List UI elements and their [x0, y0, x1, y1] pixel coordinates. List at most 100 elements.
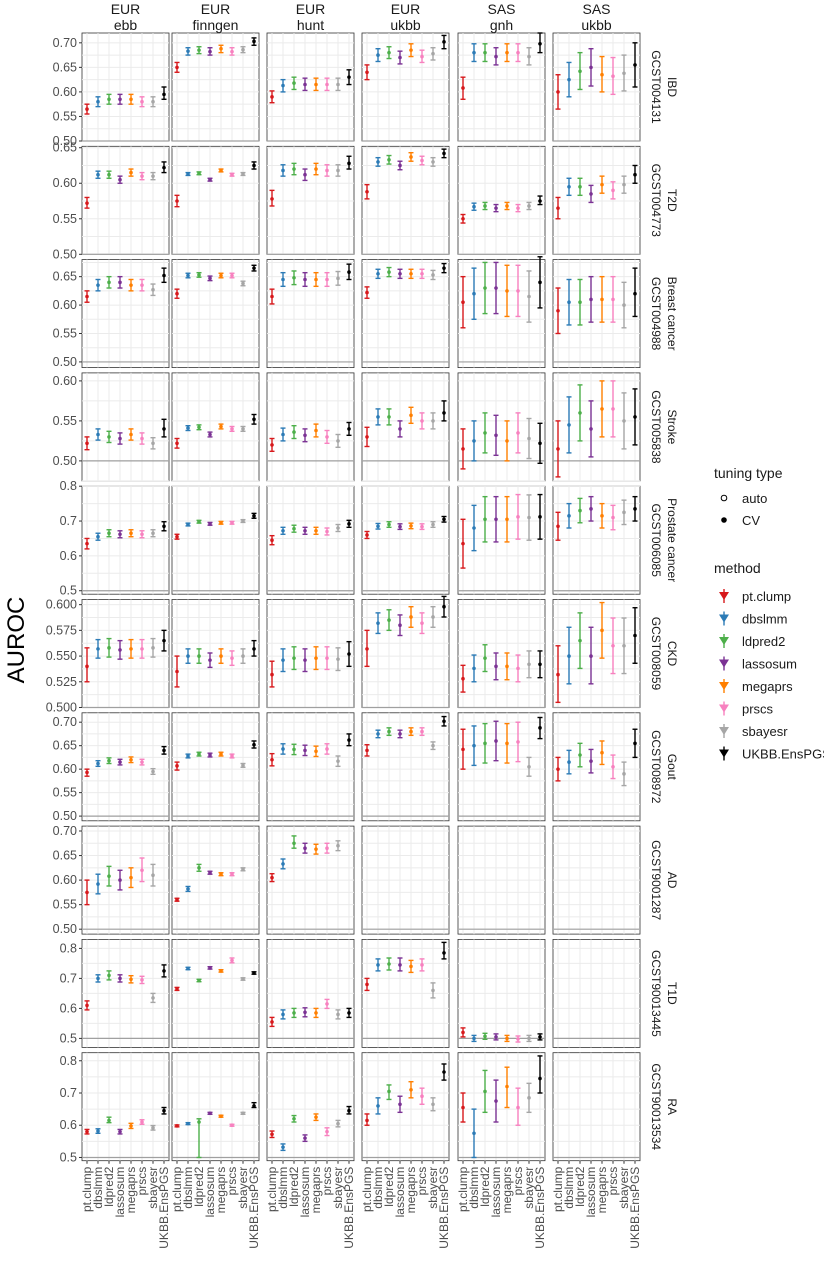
point-estimate: [252, 266, 256, 270]
point-estimate: [538, 1035, 542, 1039]
point-estimate: [129, 875, 133, 880]
point-estimate: [387, 158, 391, 162]
legend-title-method: method: [714, 560, 761, 576]
point-estimate: [420, 1094, 424, 1099]
point-estimate: [197, 171, 201, 176]
facet-panel: [266, 485, 355, 595]
point-estimate: [96, 1129, 100, 1133]
point-estimate: [556, 206, 560, 210]
point-estimate: [85, 107, 89, 111]
column-header-ancestry: EUR: [391, 1, 421, 17]
point-estimate: [197, 752, 201, 756]
panel-frame: [171, 32, 260, 142]
point-estimate: [208, 870, 212, 875]
point-estimate: [208, 177, 212, 182]
point-estimate: [118, 436, 122, 441]
point-estimate: [129, 97, 133, 102]
point-estimate: [208, 658, 212, 662]
point-estimate: [472, 204, 476, 209]
point-estimate: [219, 752, 223, 756]
y-tick-label: 0.8: [60, 941, 77, 955]
point-estimate: [118, 760, 122, 764]
facet-panel: [361, 712, 450, 822]
y-tick-label: 0.5: [60, 1150, 77, 1164]
x-tick-label: pt.clump: [80, 1166, 94, 1212]
point-estimate: [600, 514, 604, 518]
point-estimate: [409, 413, 413, 418]
point-estimate: [347, 652, 351, 656]
point-estimate: [589, 427, 593, 431]
panel-frame: [266, 485, 355, 595]
panel-frame: [552, 599, 641, 708]
point-estimate: [314, 749, 318, 754]
point-estimate: [325, 747, 329, 751]
point-estimate: [431, 51, 435, 56]
point-estimate: [420, 621, 424, 625]
point-estimate: [162, 273, 166, 278]
y-tick-label: 0.500: [46, 701, 77, 715]
point-estimate: [270, 197, 274, 201]
x-tick-label: UKBB.EnsPGS: [628, 1167, 642, 1249]
point-estimate: [336, 1012, 340, 1017]
point-estimate: [314, 277, 318, 282]
point-estimate: [230, 958, 234, 963]
point-estimate: [336, 526, 340, 530]
facet-panel: [171, 939, 260, 1048]
point-estimate: [409, 615, 413, 619]
point-estimate: [347, 738, 351, 742]
point-estimate: [281, 658, 285, 662]
point-estimate: [633, 507, 637, 511]
point-estimate: [347, 1108, 351, 1113]
panel-frame: [552, 712, 641, 822]
facet-panel: [171, 32, 260, 142]
facet-panel: [81, 1052, 170, 1162]
point-estimate: [303, 82, 307, 87]
legend-key-triangle: [719, 682, 729, 690]
column-header-cohort: ukbb: [581, 17, 612, 33]
y-tick-label: 0.70: [53, 36, 77, 50]
point-estimate: [398, 427, 402, 431]
point-estimate: [197, 1120, 201, 1124]
point-estimate: [118, 177, 122, 182]
row-strip-gcst: GCST9001287: [649, 840, 663, 920]
point-estimate: [600, 72, 604, 77]
facet-panel: [81, 939, 170, 1048]
facet-panel: [457, 599, 546, 709]
point-estimate: [129, 531, 133, 536]
facet-panel: [81, 712, 170, 822]
point-estimate: [241, 977, 245, 981]
point-estimate: [538, 441, 542, 446]
point-estimate: [314, 1115, 318, 1119]
facet-panel: [457, 825, 546, 935]
point-estimate: [197, 978, 201, 983]
facet-panel: [457, 1052, 546, 1162]
point-estimate: [387, 729, 391, 734]
point-estimate: [611, 188, 615, 193]
point-estimate: [409, 524, 413, 528]
y-tick-label: 0.50: [53, 247, 77, 261]
x-tick-label: dbslmm: [276, 1167, 290, 1209]
facet-panel: [81, 259, 170, 369]
point-estimate: [494, 286, 498, 290]
point-estimate: [252, 742, 256, 747]
point-estimate: [398, 524, 402, 529]
x-tick-label: UKBB.EnsPGS: [157, 1167, 171, 1249]
point-estimate: [270, 538, 274, 542]
point-estimate: [219, 273, 223, 278]
panel-frame: [266, 599, 355, 708]
x-tick-label: megaprs: [595, 1167, 609, 1214]
point-estimate: [230, 427, 234, 431]
point-estimate: [140, 99, 144, 104]
point-estimate: [611, 515, 615, 520]
point-estimate: [622, 303, 626, 307]
point-estimate: [303, 277, 307, 282]
point-estimate: [162, 969, 166, 973]
point-estimate: [516, 1105, 520, 1110]
point-estimate: [516, 515, 520, 519]
facet-panel: [361, 259, 450, 369]
facet-panel: [171, 599, 260, 709]
point-estimate: [483, 517, 487, 522]
y-tick-label: 0.50: [53, 134, 77, 148]
point-estimate: [107, 973, 111, 978]
